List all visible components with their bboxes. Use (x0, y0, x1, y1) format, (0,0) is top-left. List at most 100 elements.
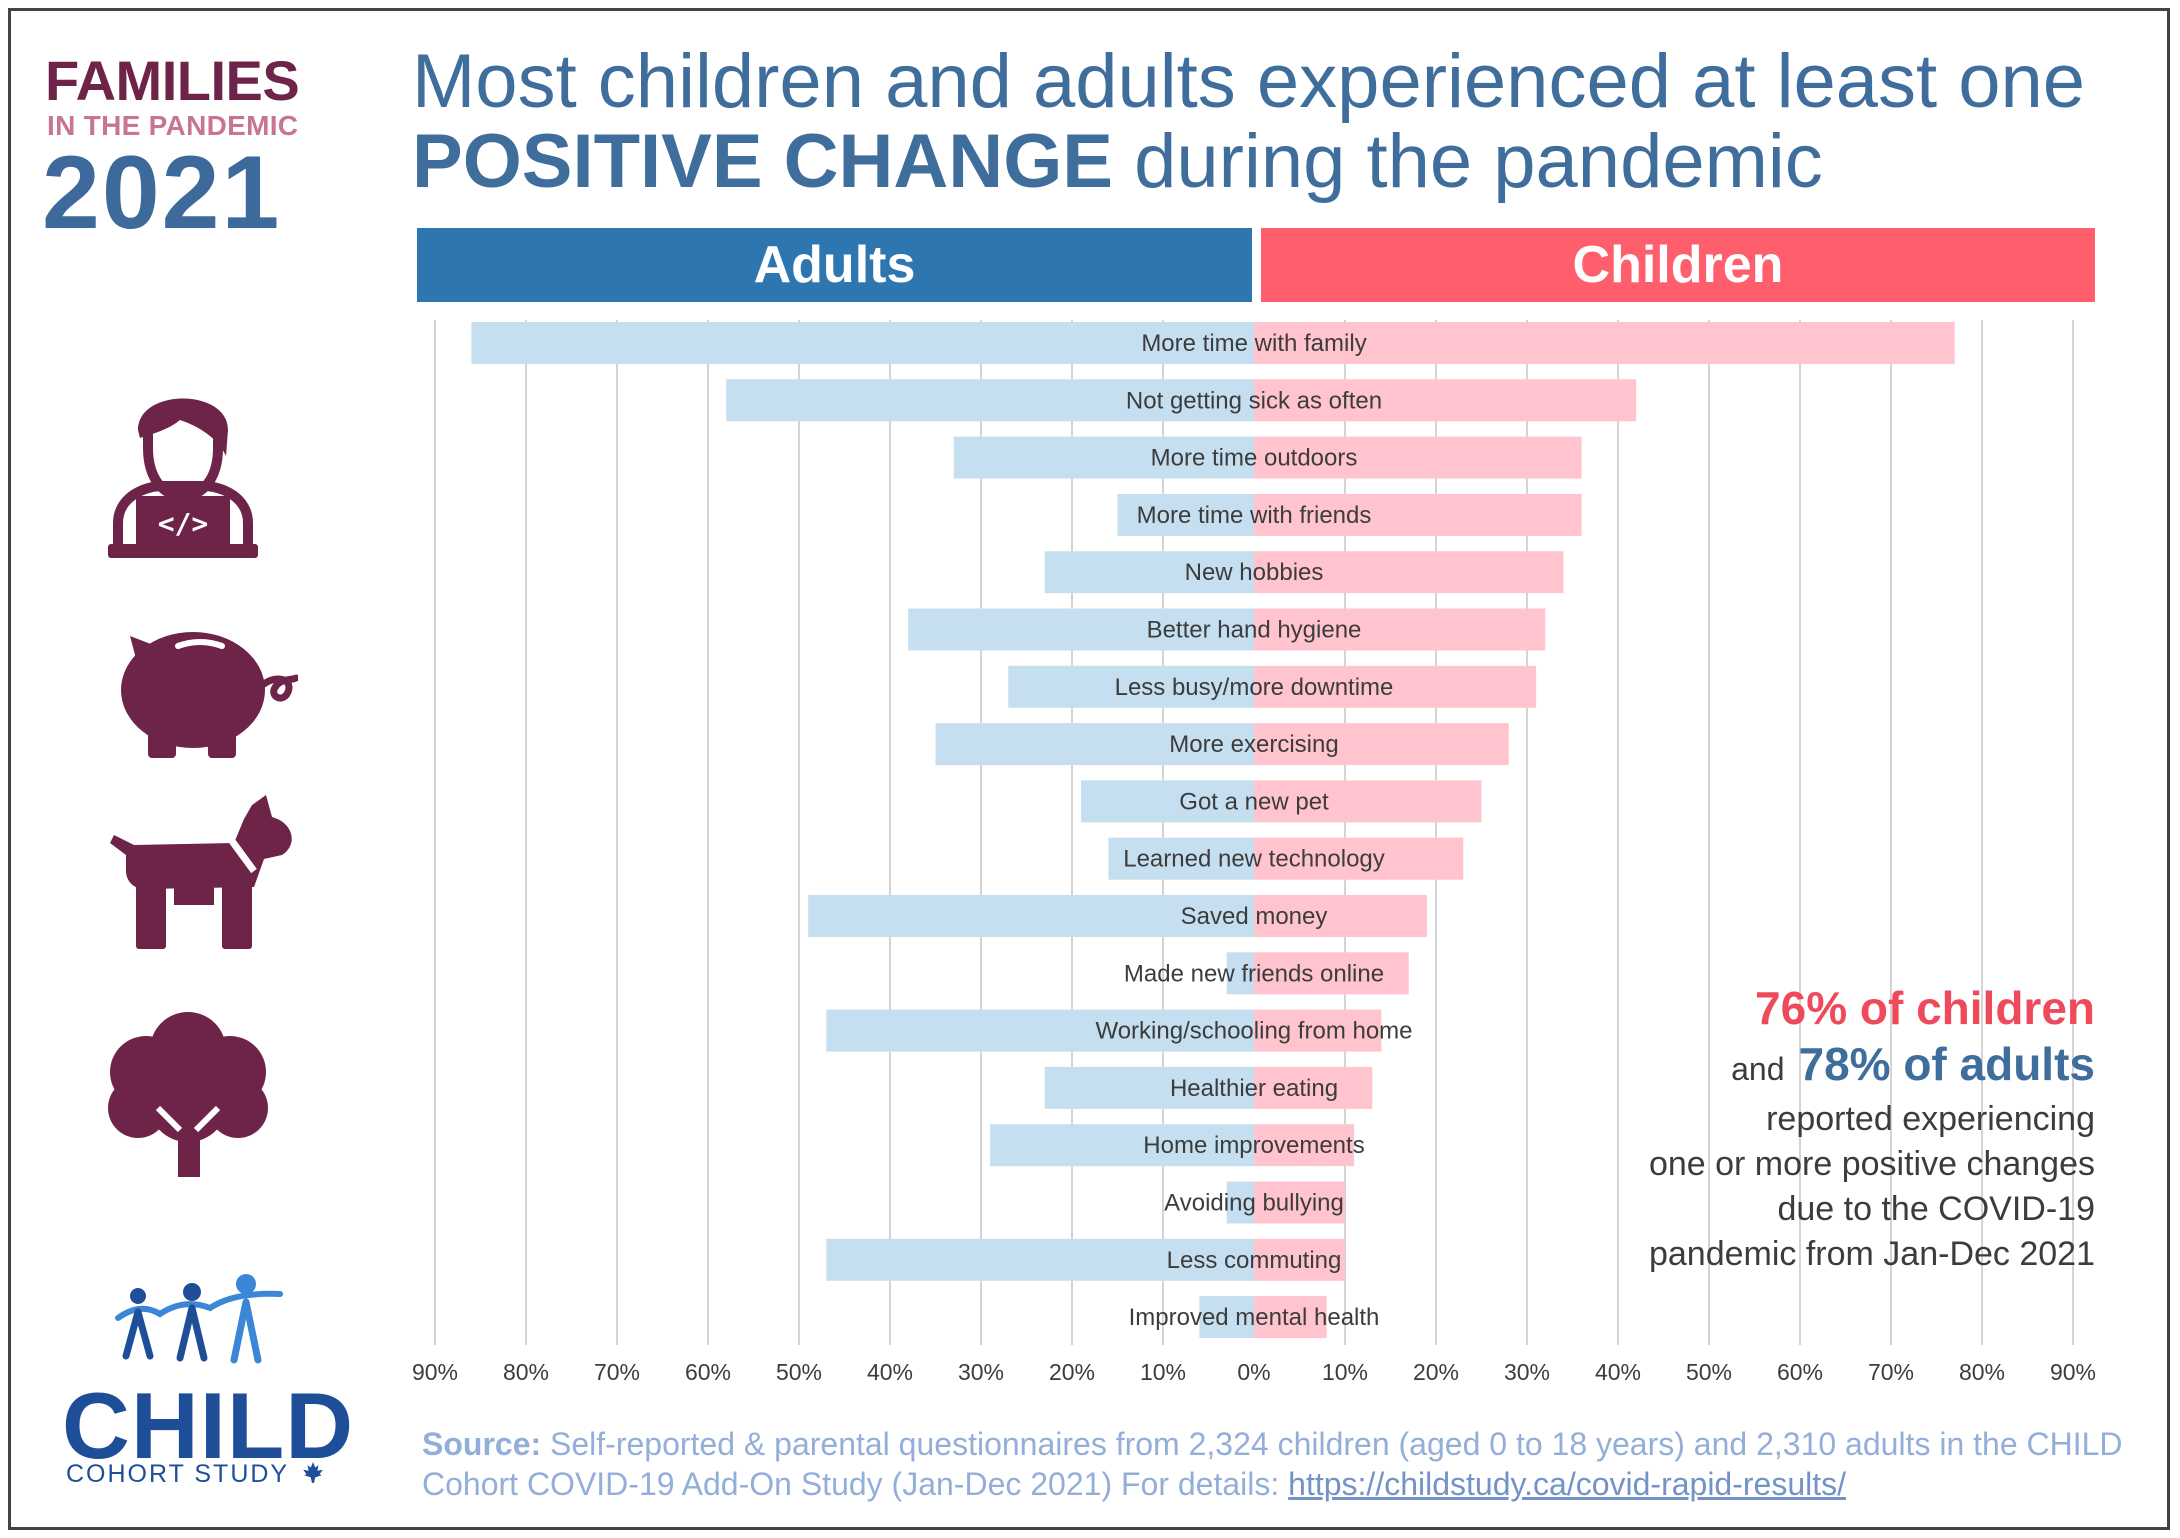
child-bar (1254, 1009, 1382, 1052)
category-label: More exercising (1169, 731, 1338, 758)
axis-tick-label: 30% (958, 1359, 1004, 1385)
adult-bar (808, 895, 1254, 937)
brand-in-the-pandemic: IN THE PANDEMIC (47, 110, 299, 141)
child-bar (1254, 379, 1637, 422)
category-label: Saved money (1181, 903, 1328, 930)
maple-leaf-icon (302, 1462, 323, 1483)
callout-line: pandemic from Jan-Dec 2021 (1648, 1235, 2095, 1273)
adult-bar (1108, 837, 1254, 880)
adult-bar (726, 379, 1254, 422)
summary-callout: 76% of children and 78% of adults reporte… (1649, 980, 2095, 1277)
axis-tick-label: 10% (1322, 1359, 1368, 1385)
adult-bar (908, 608, 1254, 651)
child-bar (1254, 1181, 1345, 1224)
adult-bar (1044, 551, 1254, 594)
category-label: More time with friends (1137, 502, 1372, 529)
axis-tick-label: 80% (1959, 1359, 2005, 1385)
callout-line: one or more positive changes (1648, 1145, 2095, 1183)
child-bar (1254, 780, 1482, 823)
child-bar (1254, 837, 1464, 880)
child-bar (1254, 1066, 1373, 1109)
source-label: Source: (422, 1426, 542, 1462)
adults-stat: 78% of adults (1798, 1038, 2095, 1090)
category-label: Got a new pet (1179, 788, 1329, 815)
adult-bar (826, 1009, 1254, 1052)
child-logo-subtitle: COHORT STUDY (66, 1460, 324, 1489)
and-text: and (1731, 1051, 1785, 1087)
axis-tick-label: 20% (1049, 1359, 1095, 1385)
child-bar (1254, 723, 1509, 766)
axis-tick-label: 70% (594, 1359, 640, 1385)
title-emphasis: POSITIVE CHANGE (412, 119, 1113, 204)
axis-tick-label: 60% (685, 1359, 731, 1385)
axis-tick-label: 90% (2050, 1359, 2096, 1385)
child-bar (1254, 1296, 1327, 1339)
category-label: Working/schooling from home (1095, 1018, 1412, 1045)
adults-header: Adults (417, 228, 1252, 302)
child-bar (1254, 1124, 1355, 1167)
category-label: New hobbies (1185, 559, 1324, 586)
child-bar (1254, 608, 1546, 651)
child-bar (1254, 551, 1564, 594)
adult-bar (826, 1238, 1254, 1281)
child-logo-subtitle-text: COHORT STUDY (66, 1460, 289, 1488)
brand-year: 2021 (42, 135, 282, 251)
page-title: Most children and adults experienced at … (412, 42, 2112, 202)
source-text: Self-reported & parental questionnaires … (422, 1426, 2123, 1502)
source-link[interactable]: https://childstudy.ca/covid-rapid-result… (1288, 1466, 1847, 1502)
axis-tick-label: 40% (1595, 1359, 1641, 1385)
title-part1: Most children and adults experienced at … (412, 39, 2086, 124)
child-cohort-people-icon (115, 1274, 283, 1364)
axis-tick-label: 10% (1140, 1359, 1186, 1385)
adult-bar (1081, 780, 1254, 823)
category-label: Better hand hygiene (1147, 617, 1362, 644)
category-label: Made new friends online (1124, 960, 1384, 987)
adults-stat-line: and 78% of adults (1649, 1036, 2095, 1097)
adult-bar (990, 1124, 1254, 1167)
dog-icon (110, 795, 292, 949)
axis-tick-label: 30% (1504, 1359, 1550, 1385)
callout-line: due to the COVID-19 (1777, 1190, 2095, 1228)
adult-bar (1226, 1181, 1254, 1224)
title-part2: during the pandemic (1113, 119, 1823, 204)
child-bar (1254, 436, 1582, 479)
axis-tick-label: 50% (1686, 1359, 1732, 1385)
children-header: Children (1261, 228, 2095, 302)
child-bar (1254, 952, 1409, 995)
category-label: Improved mental health (1129, 1304, 1380, 1331)
callout-line: reported experiencing (1766, 1100, 2095, 1138)
piggy-bank-icon (121, 632, 298, 758)
category-label: Less commuting (1167, 1247, 1342, 1274)
adult-bar (1199, 1296, 1254, 1339)
tree-icon (108, 1012, 268, 1177)
adult-bar (1117, 493, 1254, 536)
category-label: More time outdoors (1151, 445, 1358, 472)
svg-text:</>: </> (158, 507, 209, 540)
axis-tick-label: 40% (867, 1359, 913, 1385)
category-label: More time with family (1141, 330, 1366, 357)
child-bar (1254, 493, 1582, 536)
child-bar (1254, 665, 1537, 708)
category-label: Less busy/more downtime (1115, 674, 1394, 701)
category-label: Learned new technology (1123, 846, 1385, 873)
adult-bar (1226, 952, 1254, 995)
axis-tick-label: 20% (1413, 1359, 1459, 1385)
adult-bar (1008, 665, 1254, 708)
axis-tick-label: 70% (1868, 1359, 1914, 1385)
axis-tick-label: 50% (776, 1359, 822, 1385)
diverging-bar-chart: More time with family Not getting sick as… (412, 320, 2096, 1385)
adult-bar (471, 322, 1254, 364)
category-label: Home improvements (1143, 1132, 1364, 1159)
axis-tick-label: 80% (503, 1359, 549, 1385)
source-note: Source: Self-reported & parental questio… (422, 1424, 2142, 1504)
adult-bar (935, 723, 1254, 766)
axis-tick-label: 60% (1777, 1359, 1823, 1385)
child-bar (1254, 895, 1427, 937)
brand-families: FAMILIES (45, 49, 300, 112)
adult-bar (953, 436, 1254, 479)
person-laptop-icon: </> (108, 398, 258, 558)
category-label: Avoiding bullying (1164, 1190, 1344, 1217)
category-label: Healthier eating (1170, 1075, 1338, 1102)
category-label: Not getting sick as often (1126, 387, 1382, 414)
child-bar (1254, 322, 1955, 364)
